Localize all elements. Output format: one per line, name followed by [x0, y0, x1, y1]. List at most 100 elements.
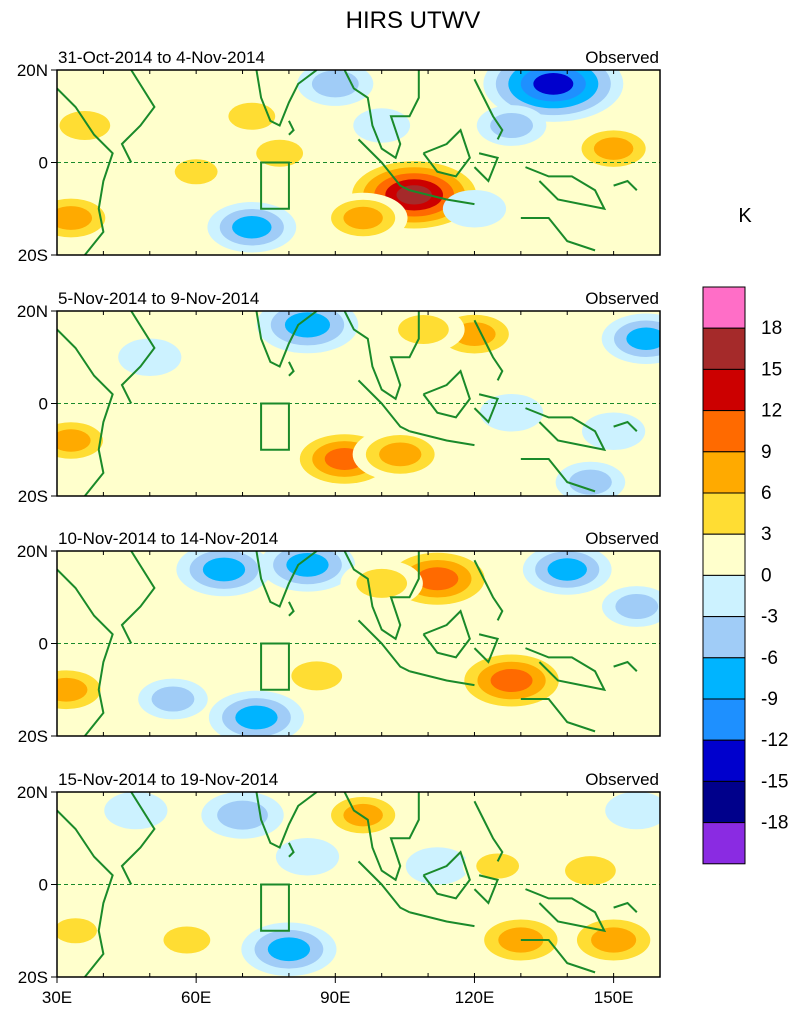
anomaly-blob [601, 313, 660, 364]
coastline [473, 559, 504, 621]
study-region-box [260, 642, 290, 691]
anomaly-blob [183, 361, 247, 400]
anomaly-contour [615, 593, 659, 620]
coastline [357, 379, 410, 433]
panel-observed-label: Observed [585, 48, 659, 67]
coastline [357, 619, 410, 673]
anomaly-contour [57, 206, 93, 230]
coastline [422, 850, 471, 900]
anomaly-blob [118, 338, 182, 377]
anomaly-blob [318, 192, 408, 244]
x-tick-label: 60E [181, 988, 211, 1007]
panel-period-label: 10-Nov-2014 to 14-Nov-2014 [58, 529, 278, 548]
panel-observed-label: Observed [585, 289, 659, 308]
anomaly-contour [396, 185, 432, 205]
anomaly-blob [442, 189, 507, 228]
y-tick-label: 20N [17, 783, 48, 802]
coastline [343, 551, 420, 641]
colorbar-tick-label: 18 [761, 318, 782, 339]
anomaly-contour [104, 792, 168, 830]
coastline [613, 179, 638, 191]
anomaly-blob [57, 191, 119, 245]
anomaly-blob [476, 105, 547, 146]
anomaly-contour [163, 926, 211, 954]
anomaly-blob [275, 837, 340, 876]
colorbar-swatch [702, 616, 746, 659]
anomaly-contour [476, 853, 520, 879]
coastline [525, 888, 607, 933]
coastline [343, 792, 420, 882]
anomaly-blob [318, 792, 408, 841]
y-tick-label: 0 [39, 876, 48, 895]
colorbar-tick-label: 15 [761, 359, 782, 380]
coastline [57, 87, 114, 255]
coastlines [57, 311, 638, 496]
anomaly-contour [286, 552, 329, 577]
coastline [613, 420, 638, 432]
anomaly-contour [228, 102, 276, 130]
colorbar-swatch [702, 780, 746, 824]
anomaly-contour [343, 803, 383, 827]
anomaly-contour [479, 393, 544, 432]
coastline [255, 311, 318, 368]
anomaly-contour [232, 216, 272, 239]
anomaly-blob [241, 922, 337, 977]
anomaly-blob [275, 652, 358, 700]
colorbar-tick-label: 9 [761, 442, 772, 463]
coastline [473, 152, 500, 183]
anomaly-blob [208, 690, 305, 736]
y-tick-label: 20N [17, 542, 48, 561]
anomaly-blob [353, 108, 411, 143]
anomaly-contour [57, 677, 88, 702]
map-panel: 20N 0 20S 15-Nov-2014 to 19-Nov-2014 Observe… [17, 770, 661, 987]
anomaly-contour [311, 70, 359, 98]
y-tick-label: 0 [39, 395, 48, 414]
anomaly-blob [201, 792, 284, 839]
colorbar-tick-label: 3 [761, 524, 772, 545]
anomaly-contour [398, 314, 449, 345]
coastline [422, 369, 471, 419]
anomaly-contour [217, 800, 268, 830]
anomaly-blob [479, 393, 544, 432]
anomaly-contour [593, 137, 634, 160]
panel-period-label: 5-Nov-2014 to 9-Nov-2014 [58, 289, 259, 308]
anomaly-contour [202, 557, 246, 582]
colorbar-tick-label: -15 [761, 771, 788, 792]
colorbar-swatch [702, 327, 746, 370]
anomaly-blob [138, 678, 208, 720]
map-panel: 20N 0 20S 5-Nov-2014 to 9-Nov-2014 Observed [17, 289, 661, 506]
y-tick-label: 20S [18, 727, 48, 746]
anomaly-contour [591, 927, 637, 953]
colorbar-swatch [702, 492, 746, 535]
study-region-box [260, 883, 290, 932]
colorbar-swatch [702, 451, 746, 494]
anomaly-field [57, 311, 660, 496]
anomaly-blob [213, 94, 290, 139]
y-tick-label: 0 [39, 635, 48, 654]
coastline [255, 792, 318, 849]
study-region-box [260, 161, 290, 210]
anomaly-contour [256, 139, 304, 167]
panel-observed-label: Observed [585, 770, 659, 789]
anomaly-contour [490, 112, 533, 139]
anomaly-contour [118, 338, 182, 377]
anomaly-contour [59, 110, 111, 141]
anomaly-blob [605, 792, 660, 830]
colorbar: 18 15 12 9 6 3 0 -3 -6 -9 -12 -15 -18 [702, 286, 788, 865]
coastline [57, 809, 114, 977]
colorbar-tick-label: -12 [761, 730, 788, 751]
coastline [409, 670, 475, 687]
coastline [520, 698, 596, 733]
colorbar-tick-label: 12 [761, 401, 782, 422]
anomaly-blob [104, 792, 168, 830]
coastline [120, 70, 156, 163]
panel-period-label: 31-Oct-2014 to 4-Nov-2014 [58, 48, 265, 67]
anomaly-blob [549, 847, 632, 895]
colorbar-tick-label: 0 [761, 565, 772, 586]
unit-label: K [738, 205, 752, 227]
anomaly-contour [183, 361, 247, 400]
map-panel: 20N 0 20S 10-Nov-2014 to 14-Nov-2014 Observe… [17, 529, 661, 746]
coastline [288, 842, 295, 858]
colorbar-swatch [702, 410, 746, 453]
